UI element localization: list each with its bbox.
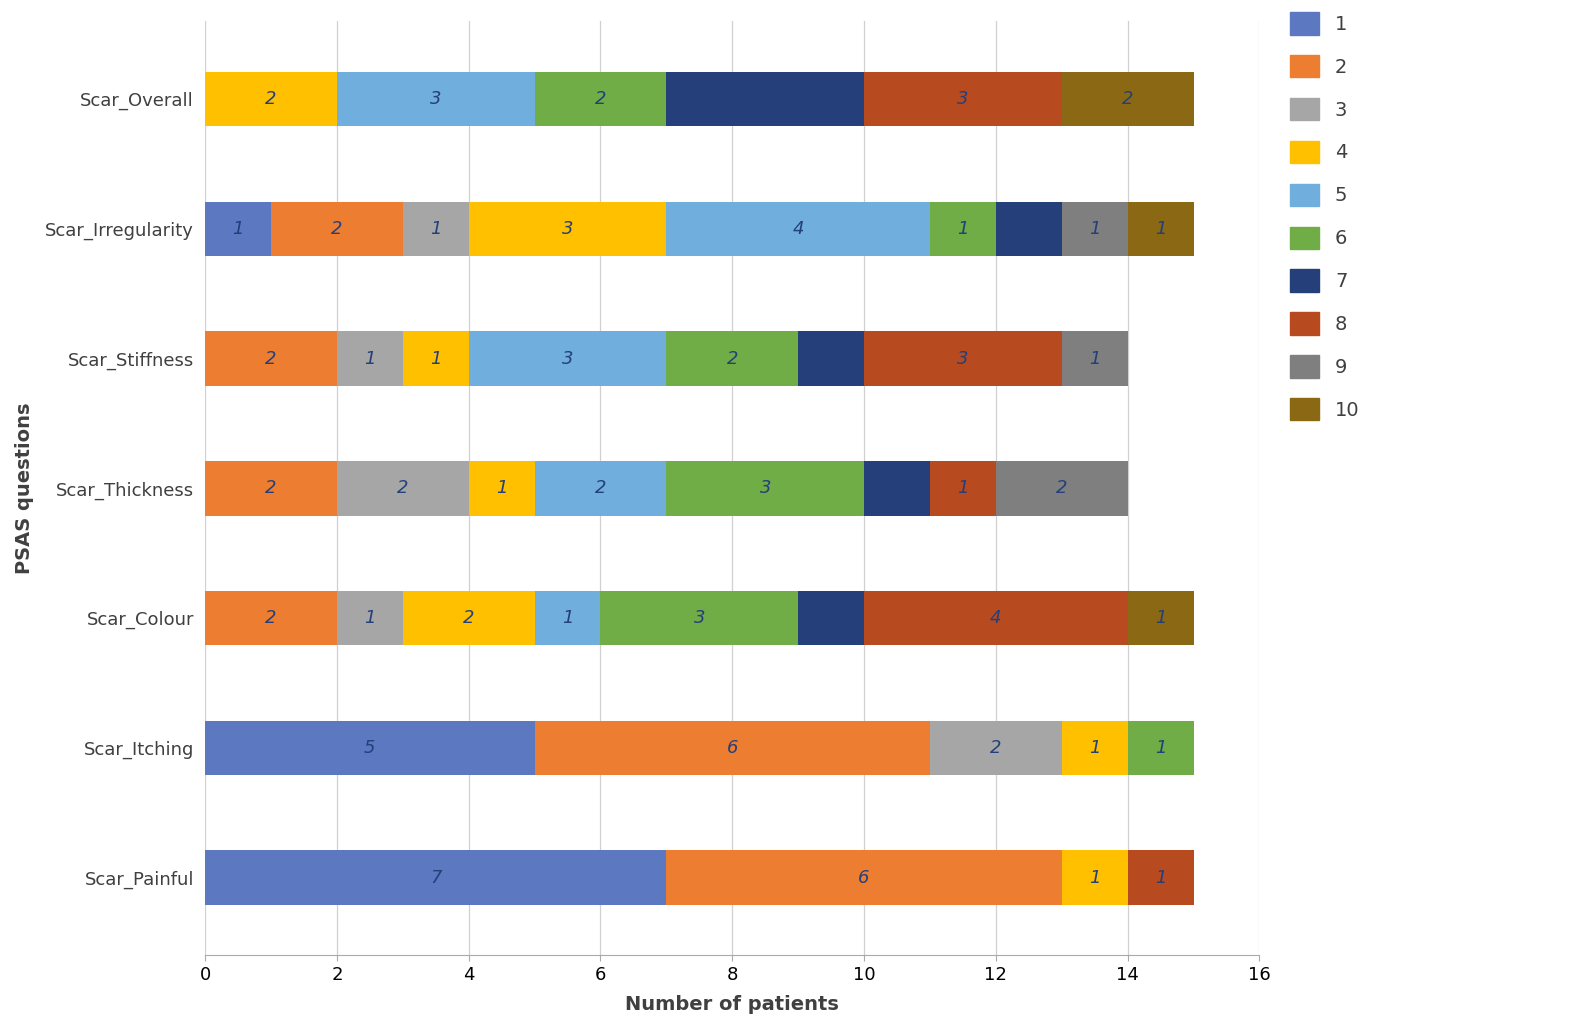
Bar: [1061, 202, 1128, 256]
Bar: [1061, 331, 1128, 386]
Bar: [1061, 850, 1128, 904]
Bar: [337, 331, 402, 386]
Bar: [1128, 202, 1194, 256]
Bar: [337, 72, 534, 127]
Bar: [667, 331, 798, 386]
Bar: [1061, 72, 1194, 127]
Bar: [667, 202, 930, 256]
Bar: [469, 461, 534, 516]
Text: 1: 1: [1155, 220, 1166, 238]
Text: 2: 2: [594, 90, 607, 108]
Bar: [600, 591, 798, 645]
Bar: [204, 850, 667, 904]
Text: 1: 1: [825, 609, 836, 627]
Text: 4: 4: [792, 220, 805, 238]
X-axis label: Number of patients: Number of patients: [626, 995, 840, 1014]
Bar: [930, 202, 996, 256]
Bar: [534, 591, 600, 645]
Text: 1: 1: [496, 480, 507, 497]
Text: 1: 1: [1088, 739, 1101, 757]
Text: 6: 6: [727, 739, 738, 757]
Text: 6: 6: [859, 868, 870, 887]
Text: 1: 1: [892, 480, 903, 497]
Bar: [1128, 850, 1194, 904]
Text: 1: 1: [233, 220, 244, 238]
Text: 3: 3: [957, 350, 969, 367]
Text: 2: 2: [265, 609, 277, 627]
Bar: [204, 72, 337, 127]
Text: 3: 3: [429, 90, 442, 108]
Bar: [271, 202, 402, 256]
Bar: [865, 72, 1061, 127]
Bar: [469, 202, 667, 256]
Text: 7: 7: [429, 868, 442, 887]
Text: 2: 2: [265, 350, 277, 367]
Text: 2: 2: [265, 480, 277, 497]
Bar: [996, 461, 1128, 516]
Text: 1: 1: [957, 480, 969, 497]
Bar: [469, 331, 667, 386]
Bar: [667, 850, 1061, 904]
Text: 1: 1: [1155, 739, 1166, 757]
Legend: 1, 2, 3, 4, 5, 6, 7, 8, 9, 10: 1, 2, 3, 4, 5, 6, 7, 8, 9, 10: [1291, 12, 1359, 421]
Text: 2: 2: [1057, 480, 1068, 497]
Y-axis label: PSAS questions: PSAS questions: [14, 402, 33, 574]
Text: 1: 1: [429, 220, 442, 238]
Bar: [402, 331, 469, 386]
Bar: [337, 461, 469, 516]
Text: 1: 1: [1023, 220, 1034, 238]
Text: 5: 5: [364, 739, 375, 757]
Text: 1: 1: [957, 220, 969, 238]
Bar: [534, 461, 667, 516]
Text: 1: 1: [364, 350, 375, 367]
Text: 3: 3: [957, 90, 969, 108]
Bar: [667, 72, 865, 127]
Bar: [667, 461, 865, 516]
Text: 2: 2: [331, 220, 342, 238]
Text: 3: 3: [694, 609, 705, 627]
Text: 1: 1: [1088, 350, 1101, 367]
Text: 2: 2: [594, 480, 607, 497]
Text: 1: 1: [1088, 868, 1101, 887]
Bar: [798, 331, 865, 386]
Bar: [1061, 720, 1128, 775]
Bar: [337, 591, 402, 645]
Bar: [534, 720, 930, 775]
Bar: [204, 461, 337, 516]
Text: 1: 1: [1155, 868, 1166, 887]
Text: 4: 4: [990, 609, 1001, 627]
Text: 2: 2: [265, 90, 277, 108]
Text: 1: 1: [429, 350, 442, 367]
Bar: [204, 331, 337, 386]
Bar: [534, 72, 667, 127]
Text: 2: 2: [727, 350, 738, 367]
Text: 1: 1: [1088, 220, 1101, 238]
Bar: [204, 202, 271, 256]
Text: 3: 3: [562, 350, 573, 367]
Bar: [996, 202, 1061, 256]
Bar: [865, 461, 930, 516]
Bar: [204, 591, 337, 645]
Text: 2: 2: [463, 609, 475, 627]
Bar: [865, 331, 1061, 386]
Text: 1: 1: [562, 609, 573, 627]
Text: 2: 2: [398, 480, 409, 497]
Bar: [402, 202, 469, 256]
Bar: [1128, 591, 1194, 645]
Bar: [402, 591, 534, 645]
Bar: [204, 720, 534, 775]
Bar: [930, 461, 996, 516]
Text: 1: 1: [364, 609, 375, 627]
Text: 2: 2: [990, 739, 1001, 757]
Bar: [1128, 720, 1194, 775]
Bar: [930, 720, 1061, 775]
Bar: [798, 591, 865, 645]
Text: 3: 3: [759, 90, 771, 108]
Text: 3: 3: [562, 220, 573, 238]
Text: 2: 2: [1121, 90, 1134, 108]
Text: 3: 3: [759, 480, 771, 497]
Text: 1: 1: [1155, 609, 1166, 627]
Bar: [865, 591, 1128, 645]
Text: 1: 1: [825, 350, 836, 367]
